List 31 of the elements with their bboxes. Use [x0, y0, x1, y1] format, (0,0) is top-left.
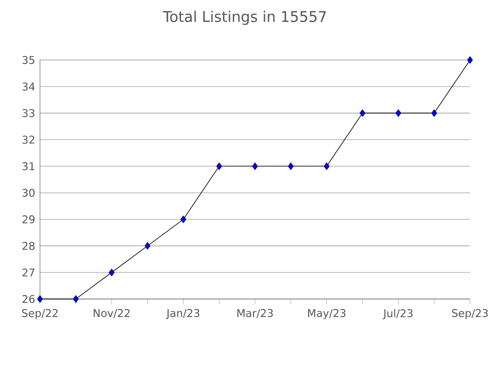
- point: [324, 162, 330, 170]
- y-tick-label: 30: [22, 188, 35, 197]
- x-tick-label: Sep/22: [22, 309, 58, 320]
- y-tick-label: 32: [22, 136, 34, 144]
- point: [144, 242, 150, 250]
- point: [180, 216, 186, 224]
- point: [37, 295, 43, 303]
- point: [72, 295, 79, 303]
- x-tick-label: Nov/22: [94, 309, 130, 318]
- y-tick-label: 26: [22, 294, 35, 304]
- point: [360, 109, 366, 117]
- y-tick-label: 29: [22, 215, 35, 224]
- point: [252, 162, 258, 170]
- point: [467, 56, 473, 64]
- x-tick-label: Jan/23: [166, 309, 200, 320]
- point: [431, 109, 438, 117]
- x-tick-label: Mar/23: [237, 309, 273, 318]
- y-tick-label: 27: [22, 268, 34, 276]
- point: [288, 162, 294, 170]
- x-tick-label: May/23: [308, 309, 346, 320]
- x-tick-label: Sep/23: [452, 309, 488, 320]
- point: [108, 268, 115, 276]
- point: [216, 162, 222, 170]
- y-tick-label: 28: [22, 242, 35, 250]
- y-tick-label: 34: [22, 82, 35, 91]
- y-tick-label: 33: [22, 109, 34, 118]
- chart-title: Total Listings in 15557: [162, 10, 326, 25]
- x-tick-label: Jul/23: [382, 309, 413, 320]
- y-tick-label: 31: [22, 162, 34, 170]
- point: [395, 109, 402, 117]
- y-tick-label: 35: [22, 56, 34, 64]
